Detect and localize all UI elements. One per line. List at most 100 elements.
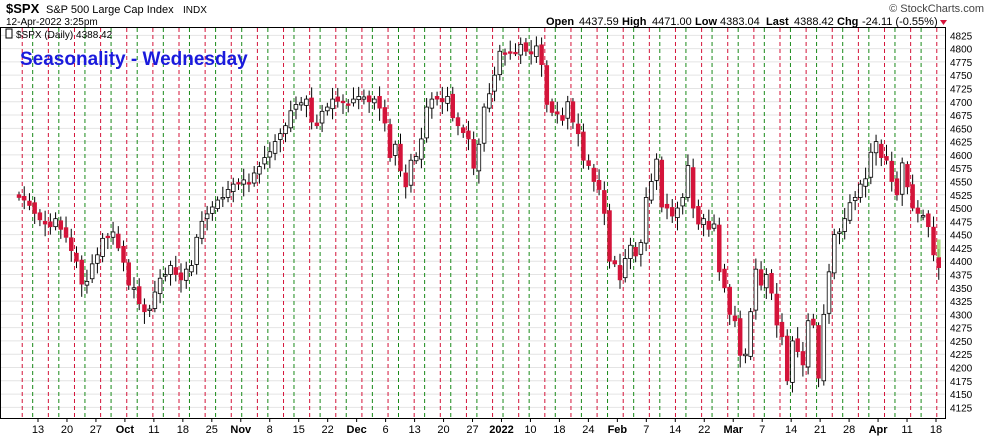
gridlines (1, 34, 945, 408)
candle-body (502, 52, 508, 55)
open-value: 4437.59 (579, 16, 619, 28)
candle-body (696, 206, 701, 225)
date-tick-label: Apr (869, 424, 889, 436)
date-tick-label: 24 (582, 424, 594, 436)
ohlc-readout: Open 4437.59 High 4471.00 Low 4383.04 La… (546, 16, 947, 28)
candle-body (821, 313, 827, 382)
candle-body (278, 133, 283, 140)
candle-body (340, 100, 346, 104)
candle-body (304, 98, 309, 106)
date-tick-label: Mar (723, 424, 743, 436)
candle-body (178, 272, 184, 281)
date-tick-label: 27 (90, 424, 102, 436)
date-tick-label: 8 (267, 424, 273, 436)
candle-body (842, 218, 847, 232)
date-tick-label: 2022 (489, 424, 513, 436)
last-value: 4388.42 (794, 16, 834, 28)
candle-body (382, 107, 388, 124)
candle-body (424, 106, 429, 139)
candle-body (534, 45, 539, 57)
candle-body (905, 164, 910, 188)
candle-body (628, 244, 633, 259)
high-value: 4471.00 (652, 16, 692, 28)
candle-body (795, 338, 800, 352)
candle-body (931, 226, 936, 256)
candle-body (722, 268, 727, 289)
candle-body (544, 65, 550, 105)
candle-body (837, 231, 842, 234)
candle-body (832, 234, 837, 274)
price-tick-label: 4375 (950, 270, 973, 281)
price-tick-label: 4175 (950, 377, 973, 388)
date-tick-label: 28 (843, 424, 855, 436)
symbol-label: $SPX (6, 1, 40, 16)
candle-body (168, 265, 173, 275)
candle-body (586, 160, 591, 166)
candle-body (670, 207, 675, 217)
candle-body (199, 220, 205, 239)
candle-body (121, 245, 126, 263)
price-tick-label: 4775 (950, 58, 973, 69)
date-tick-label: 11 (148, 424, 159, 436)
candle-body (330, 98, 335, 110)
candle-body (596, 180, 602, 190)
candle-body (74, 252, 79, 262)
candle-body (612, 260, 617, 265)
candle-body (110, 231, 116, 238)
candle-body (555, 111, 560, 115)
candle-body (711, 223, 717, 229)
candle-body (314, 122, 320, 127)
candle-body (16, 194, 22, 198)
candle-body (408, 159, 414, 186)
watermark: © StockCharts.com (889, 3, 984, 15)
candle-body (560, 115, 565, 121)
candle-body (717, 224, 722, 273)
candle-body (116, 233, 121, 249)
candle-body (100, 237, 105, 257)
candle-body (852, 197, 858, 202)
candle-body (936, 257, 942, 268)
candle-body (492, 74, 497, 92)
candle-body (575, 123, 581, 135)
candle-body (288, 110, 293, 129)
candle-body (298, 102, 304, 106)
candle-body (680, 197, 685, 207)
candle-body (868, 151, 874, 178)
price-tick-label: 4700 (950, 98, 973, 109)
date-axis: 13 20 27 Oct 11 18 25 Nov 8 15 22 Dec 6 13 20 27 2022 10 1… (32, 418, 942, 436)
date-tick-label: 20 (61, 424, 73, 436)
date-tick-label: Feb (608, 424, 628, 436)
date-tick-label: 6 (383, 424, 389, 436)
candle-body (664, 203, 670, 209)
candle-body (706, 220, 712, 230)
candle-body (184, 268, 189, 281)
candle-body (800, 351, 806, 366)
candle-body (210, 206, 215, 214)
price-tick-label: 4250 (950, 337, 973, 348)
candle-body (157, 277, 163, 295)
price-tick-label: 4350 (950, 284, 973, 295)
candle-body (325, 106, 330, 112)
date-tick-label: 27 (466, 424, 478, 436)
candle-body (79, 259, 84, 285)
date-tick-label: 13 (408, 424, 420, 436)
candle-body (267, 151, 273, 158)
candle-body (42, 220, 48, 225)
price-tick-label: 4225 (950, 350, 973, 361)
candle-body (434, 96, 440, 100)
price-tick-label: 4825 (950, 31, 973, 42)
candle-body (27, 200, 32, 206)
candle-body (539, 44, 544, 65)
candle-body (131, 287, 137, 290)
candle-body (204, 213, 210, 220)
date-tick-label: 22 (698, 424, 710, 436)
candle-body (884, 156, 889, 161)
candle-body (659, 159, 665, 208)
candle-body (654, 158, 659, 181)
legend-candle-icon (5, 28, 13, 39)
candle-body (899, 162, 905, 195)
date-tick-label: 25 (206, 424, 218, 436)
candle-body (774, 293, 779, 326)
date-tick-label: 20 (437, 424, 449, 436)
